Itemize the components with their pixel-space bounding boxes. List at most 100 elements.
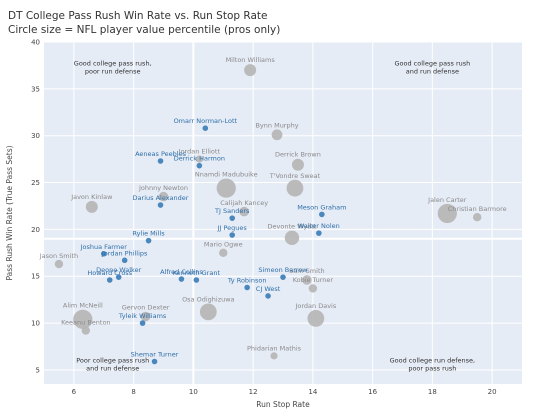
prospect-label: Walter Nolen [298, 222, 340, 230]
y-tick-label: 5 [36, 366, 40, 374]
pro-player-point [271, 129, 283, 141]
prospect-point [157, 202, 164, 208]
pro-player-point [291, 158, 304, 171]
pro-player-label: T'Vondre Sweat [269, 172, 321, 180]
prospect-point [316, 230, 322, 236]
pro-player-point [73, 309, 93, 329]
prospect-point [106, 277, 113, 283]
pro-player-label: Devonte Wyatt [268, 223, 317, 231]
prospect-label: Tyleik Williams [118, 312, 167, 320]
pro-player-label: Mario Ogwe [204, 241, 243, 249]
prospect-label: Meson Graham [297, 203, 346, 211]
prospect-label: Jordan Phillips [101, 249, 148, 257]
prospect-point [115, 274, 122, 280]
pro-player-point [239, 206, 249, 217]
pro-player-label: Jalen Carter [427, 196, 467, 204]
pro-player-point [140, 311, 151, 322]
x-tick-label: 6 [72, 388, 77, 396]
chart-subtitle: Circle size = NFL player value percentil… [8, 24, 280, 36]
y-tick-label: 25 [31, 179, 40, 187]
prospect-label: Derrick Harmon [174, 155, 225, 163]
prospect-point [121, 257, 128, 264]
pro-player-point [195, 155, 203, 163]
prospect-point [229, 215, 236, 221]
pro-players: Milton Williams Bynn Murphy Jordan Elliott… [39, 56, 507, 360]
pro-player-label: Keeanu Benton [61, 318, 110, 326]
x-tick-label: 14 [308, 388, 317, 396]
pro-player-point [472, 213, 482, 222]
y-tick-label: 35 [31, 85, 40, 93]
x-tick-label: 8 [131, 388, 135, 396]
pro-player-label: Kobie Turner [293, 276, 334, 284]
prospect-label: JJ Pegues [217, 224, 248, 232]
prospect-label: Shemar Turner [131, 351, 179, 359]
pro-player-point [308, 284, 318, 293]
prospect-point [151, 358, 158, 365]
prospect-point [319, 211, 325, 218]
prospect-label: Omarr Norman-Lott [174, 117, 238, 125]
prospect-point [244, 284, 250, 291]
prospect-point [280, 274, 286, 280]
pro-player-label: Jordan Davis [294, 302, 336, 310]
pro-player-label: Nnamdi Madubuike [195, 171, 258, 179]
y-axis-title: Pass Rush Win Rate (True Pass Sets) [5, 145, 14, 280]
prospect-point [145, 237, 152, 244]
quadrant-label: Good college run defense, poor pass rush [390, 356, 476, 372]
prospect-point [265, 293, 271, 299]
pro-player-point [85, 200, 98, 213]
pro-player-point [286, 179, 304, 197]
x-tick-label: 16 [368, 388, 377, 396]
pro-player-label: Bynn Murphy [255, 121, 298, 129]
prospect-label: CJ West [256, 285, 281, 293]
pro-player-point [216, 178, 236, 198]
x-axis-title: Run Stop Rate [256, 400, 310, 409]
y-tick-label: 15 [31, 273, 40, 281]
prospect-point [202, 125, 209, 132]
quadrant-label: Poor college pass rush and run defense [76, 356, 149, 372]
prospect-label: Rylie Mills [133, 230, 166, 238]
prospect-point [139, 320, 146, 326]
prospect-point [100, 250, 107, 257]
x-tick-label: 18 [428, 388, 437, 396]
prospect-label: Deone Walker [96, 266, 141, 274]
y-tick-label: 30 [31, 132, 40, 140]
pro-player-label: Gervon Dexter [122, 304, 170, 312]
prospect-point [193, 277, 200, 283]
prospect-point [196, 162, 203, 169]
prospect-point [157, 158, 164, 164]
pro-player-label: Christian Barmore [448, 205, 507, 213]
prospect-label: Alfred Collins [160, 268, 203, 276]
prospect-label: Howard Cross [87, 269, 132, 277]
prospect-label: Darius Alexander [133, 194, 189, 202]
pro-player-point [54, 259, 64, 269]
prospect-label: Aeneas Peebles [135, 150, 187, 158]
pro-player-label: Milton Williams [226, 56, 276, 64]
pro-player-label: Jordan Elliott [178, 148, 221, 156]
quadrant-labels: Good college pass rush, poor run defense G… [74, 59, 475, 372]
pro-player-label: Jason Smith [39, 252, 78, 260]
axis-ticks: 6 8 10 12 14 16 18 20 5 10 15 20 25 30 35 40 [31, 39, 497, 397]
pro-player-point [219, 248, 228, 258]
pro-player-point [244, 64, 257, 77]
x-tick-label: 20 [488, 388, 497, 396]
pro-player-point [199, 303, 217, 321]
pro-player-point [270, 352, 278, 360]
pro-player-point [158, 191, 169, 202]
pro-player-label: Alim McNeill [63, 302, 103, 310]
prospect-label: TJ Sanders [214, 207, 250, 215]
pro-player-label: Johnny Newton [138, 184, 188, 192]
pro-player-point [307, 310, 325, 327]
chart-title: DT College Pass Rush Win Rate vs. Run St… [8, 10, 267, 22]
prospect-label: Simeon Barrow [258, 266, 308, 274]
reference-lines [44, 42, 522, 384]
y-tick-label: 40 [31, 39, 40, 47]
pro-player-point [302, 275, 312, 285]
pro-player-label: Javon Kinlaw [70, 193, 113, 201]
prospect-point [229, 232, 236, 238]
pro-player-label: Phidarian Mathis [247, 344, 302, 352]
pro-player-label: Sam Smith [289, 267, 324, 275]
pro-player-label: Calijah Kancey [220, 199, 268, 207]
pro-player-label: Derrick Brown [275, 151, 321, 159]
